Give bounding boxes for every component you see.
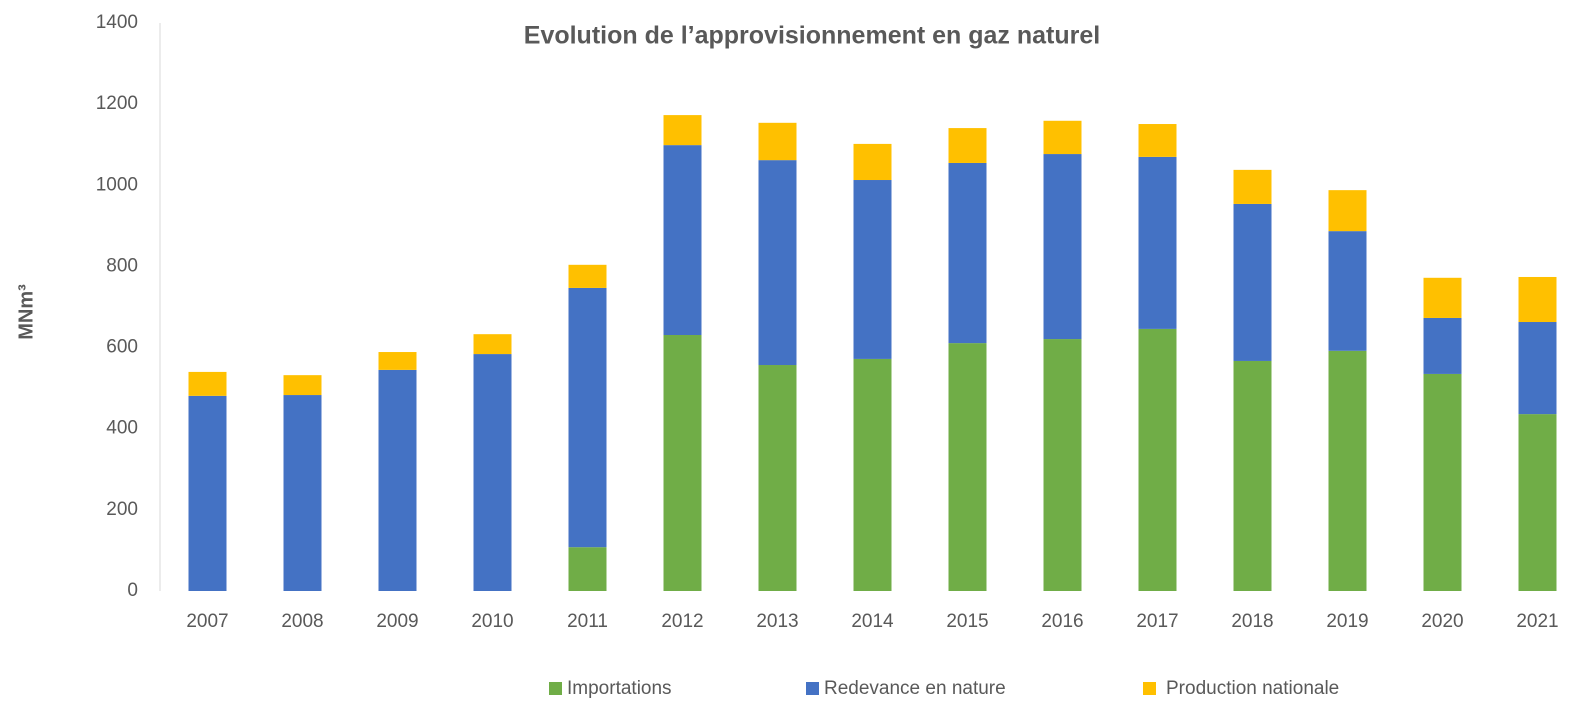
bar-segment [378, 352, 417, 370]
bar-segment [188, 395, 227, 591]
legend-label: Redevance en nature [824, 678, 1006, 699]
legend-swatch [1143, 682, 1156, 695]
bar-segment [853, 180, 892, 359]
bar-segment [948, 128, 987, 163]
bar-segment [188, 371, 227, 396]
bar-segment [1138, 156, 1177, 329]
y-tick-label: 1400 [96, 12, 138, 33]
bar-segment [1233, 360, 1272, 591]
bar-segment [1423, 277, 1462, 318]
bar-segment [473, 354, 512, 591]
bar-segment [1518, 414, 1557, 591]
x-tick-label: 2009 [376, 611, 418, 632]
y-tick-label: 800 [106, 255, 138, 276]
x-tick-label: 2012 [661, 611, 703, 632]
bar-segment [568, 287, 607, 548]
y-tick-label: 200 [106, 499, 138, 520]
x-tick-label: 2019 [1326, 611, 1368, 632]
bar-segment [853, 358, 892, 591]
bar-segment [1328, 350, 1367, 591]
bar-segment [1138, 124, 1177, 157]
bar-segment [853, 143, 892, 181]
bar-segment [663, 334, 702, 591]
bar-segment [948, 343, 987, 591]
y-tick-label: 0 [127, 580, 138, 601]
bar-segment [378, 369, 417, 591]
bar-segment [1423, 317, 1462, 374]
bar-segment [283, 375, 322, 396]
x-tick-label: 2020 [1421, 611, 1463, 632]
bar-segment [758, 160, 797, 366]
bar-segment [283, 395, 322, 591]
bar-segment [1423, 373, 1462, 591]
legend-label: Importations [567, 678, 672, 699]
bar-segment [1043, 339, 1082, 591]
y-tick-label: 1000 [96, 174, 138, 195]
legend-label: Production nationale [1166, 678, 1339, 699]
bar-segment [758, 365, 797, 591]
chart-title: Evolution de l’approvisionnement en gaz … [524, 22, 1100, 50]
bar-segment [663, 115, 702, 146]
bar-segment [948, 162, 987, 344]
legend-swatch [549, 682, 562, 695]
bar-segment [1328, 190, 1367, 232]
x-tick-label: 2014 [851, 611, 894, 632]
x-tick-label: 2013 [756, 611, 798, 632]
bar-segment [1233, 169, 1272, 204]
x-tick-label: 2010 [471, 611, 513, 632]
y-tick-label: 600 [106, 337, 138, 358]
bar-segment [1328, 231, 1367, 351]
bar-segment [1138, 328, 1177, 591]
y-tick-label: 400 [106, 418, 138, 439]
y-axis-label: MNm³ [15, 284, 37, 340]
bar-segment [1518, 276, 1557, 323]
bar-segment [1518, 322, 1557, 415]
x-tick-label: 2011 [567, 611, 608, 632]
x-tick-label: 2017 [1136, 611, 1178, 632]
bar-segment [473, 334, 512, 355]
bar-segment [1043, 120, 1082, 155]
x-tick-label: 2007 [186, 611, 228, 632]
x-tick-label: 2008 [281, 611, 323, 632]
bar-segment [568, 264, 607, 288]
y-tick-label: 1200 [96, 93, 138, 114]
bar-segment [663, 145, 702, 335]
x-tick-label: 2015 [946, 611, 988, 632]
bar-segment [568, 547, 607, 591]
bar-segment [1043, 154, 1082, 340]
bar-segment [1233, 203, 1272, 361]
bar-segment [758, 122, 797, 161]
x-tick-label: 2021 [1516, 611, 1558, 632]
legend-swatch [806, 682, 819, 695]
x-tick-label: 2016 [1041, 611, 1083, 632]
x-tick-label: 2018 [1231, 611, 1273, 632]
